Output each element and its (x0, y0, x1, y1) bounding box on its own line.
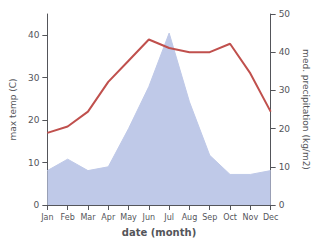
svg-text:40: 40 (279, 47, 291, 57)
svg-text:May: May (120, 213, 137, 222)
svg-text:30: 30 (28, 73, 40, 83)
svg-text:Sep: Sep (202, 213, 217, 222)
svg-text:20: 20 (28, 115, 40, 125)
svg-text:Jul: Jul (163, 213, 174, 222)
svg-text:0: 0 (279, 200, 285, 210)
svg-text:Nov: Nov (243, 213, 259, 222)
svg-text:date (month): date (month) (122, 227, 196, 238)
svg-text:10: 10 (279, 162, 291, 172)
svg-text:40: 40 (28, 30, 40, 40)
svg-text:0: 0 (34, 200, 40, 210)
svg-text:med. precipitation (kg/m2): med. precipitation (kg/m2) (301, 49, 311, 170)
svg-text:20: 20 (279, 124, 291, 134)
svg-text:Aug: Aug (182, 213, 198, 222)
svg-text:max temp (C): max temp (C) (8, 78, 18, 140)
svg-text:50: 50 (279, 9, 291, 19)
svg-text:30: 30 (279, 85, 291, 95)
svg-text:Dec: Dec (263, 213, 278, 222)
svg-text:Jan: Jan (40, 213, 53, 222)
svg-text:Apr: Apr (101, 213, 116, 222)
svg-text:Oct: Oct (223, 213, 237, 222)
svg-text:10: 10 (28, 158, 40, 168)
svg-text:Mar: Mar (80, 213, 96, 222)
svg-text:Feb: Feb (61, 213, 75, 222)
svg-text:Jun: Jun (142, 213, 156, 222)
